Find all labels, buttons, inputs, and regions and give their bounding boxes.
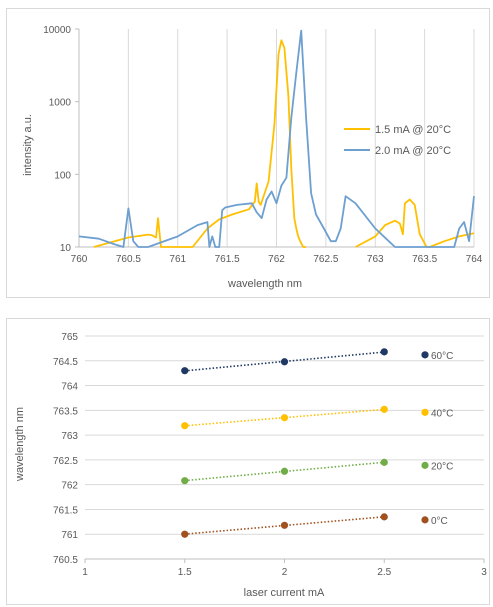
spectrum-chart: 760 760.5 761 761.5 762 762.5 763 763.5 764 10 10…	[6, 8, 490, 298]
y-tick-label: 760.5	[53, 555, 78, 566]
x-tick-label: 760	[71, 254, 88, 265]
y-tick-label: 10	[60, 243, 72, 254]
series-line-3	[78, 29, 475, 248]
legend-marker	[421, 351, 429, 359]
x-tick-label: 2	[282, 567, 288, 578]
y-tick-label: 763.5	[53, 406, 78, 417]
series-line-2	[355, 198, 475, 248]
data-point	[181, 367, 189, 375]
legend-marker	[421, 461, 429, 469]
legend-label-1: 1.5 mA @ 20°C	[375, 124, 451, 136]
y-tick-label: 761	[61, 530, 78, 541]
x-tick-label: 761	[169, 254, 186, 265]
legend-marker	[421, 408, 429, 416]
x-axis-label: laser current mA	[244, 587, 325, 599]
data-point	[280, 414, 289, 422]
x-tick-label: 762.5	[313, 254, 338, 265]
y-tick-label: 764.5	[53, 357, 78, 368]
spectrum-chart-svg: 760 760.5 761 761.5 762 762.5 763 763.5 764 10 10…	[22, 25, 483, 290]
legend-marker	[421, 516, 429, 524]
y-tick-label: 1000	[49, 98, 72, 109]
data-point	[280, 467, 289, 475]
legend-label-2: 2.0 mA @ 20°C	[375, 145, 451, 157]
x-tick-label: 2.5	[377, 567, 391, 578]
y-tick-label: 762.5	[53, 456, 78, 467]
data-point	[181, 422, 189, 430]
x-tick-label: 1	[82, 567, 88, 578]
data-point	[380, 458, 388, 466]
y-tick-label: 763	[61, 431, 78, 442]
legend: 1.5 mA @ 20°C 2.0 mA @ 20°C	[344, 124, 451, 157]
x-tick-label: 760.5	[116, 254, 141, 265]
x-tick-label: 761.5	[215, 254, 240, 265]
x-tick-label: 763	[367, 254, 384, 265]
data-point	[380, 513, 388, 521]
data-point	[181, 477, 189, 485]
data-point	[380, 405, 388, 413]
legend-label: 60°C	[431, 351, 453, 362]
x-tick-label: 1.5	[178, 567, 192, 578]
y-tick-label: 762	[61, 481, 78, 492]
data-point	[280, 521, 289, 529]
legend-label: 20°C	[431, 461, 453, 472]
x-tick-label: 763.5	[412, 254, 437, 265]
wavelength-current-chart-svg: 1 1.5 2 2.5 3 760.5 761 761.5 762 762.5 763 763.5 7…	[14, 332, 487, 599]
series-line-1	[93, 39, 307, 248]
data-point	[280, 358, 289, 366]
wavelength-current-chart: 1 1.5 2 2.5 3 760.5 761 761.5 762 762.5 763 763.5 7…	[6, 318, 490, 605]
y-axis-label: wavelength nm	[14, 407, 26, 482]
x-tick-label: 3	[481, 567, 487, 578]
x-axis-label: wavelength nm	[227, 278, 302, 290]
y-tick-label: 764	[61, 382, 78, 393]
legend: 0°C 20°C 40°C 60°C	[421, 351, 453, 527]
legend-label: 0°C	[431, 516, 448, 527]
x-tick-label: 762	[268, 254, 285, 265]
y-tick-label: 761.5	[53, 505, 78, 516]
y-tick-label: 100	[54, 170, 71, 181]
y-axis-label: intensity a.u.	[22, 114, 34, 176]
y-tick-label: 765	[61, 332, 78, 343]
x-tick-label: 764	[466, 254, 483, 265]
legend-label: 40°C	[431, 408, 453, 419]
y-tick-label: 10000	[43, 25, 71, 36]
data-point	[181, 530, 189, 538]
data-point	[380, 348, 388, 356]
